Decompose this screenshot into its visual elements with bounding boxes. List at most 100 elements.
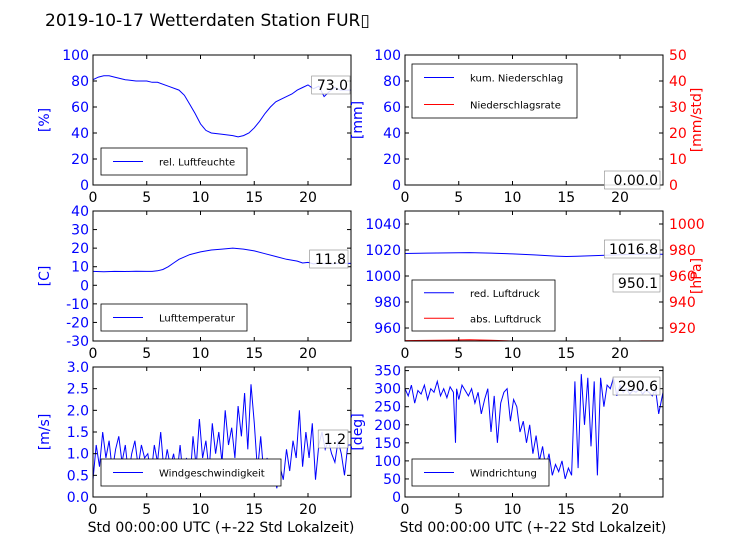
y-tick-label: 30	[71, 223, 89, 239]
value-annotation-box	[311, 75, 351, 95]
x-tick-label: 0	[401, 190, 410, 206]
y-tick-label: 3.0	[67, 360, 89, 376]
x-tick-label: 15	[557, 502, 575, 518]
legend: Lufttemperatur	[100, 303, 248, 332]
plot-frame	[404, 54, 664, 186]
y-tick-label: 2.5	[67, 382, 89, 398]
y-tick-label: 50	[383, 472, 401, 488]
chart-panel-1: 0 5 10 15 20 0 20 40 60 80 100 [%] rel. Luftfeuchte 7…	[37, 48, 352, 206]
y-tick-label: 80	[383, 74, 401, 90]
legend-label: Niederschlagsrate	[470, 101, 561, 112]
plot-frame	[404, 366, 664, 498]
y2-tick-label: 980	[669, 243, 696, 259]
value-annotation-box	[604, 170, 661, 190]
y-tick-label: 0	[80, 178, 89, 194]
x-tick-label: 10	[192, 190, 210, 206]
x-tick-label: 10	[504, 502, 522, 518]
y-tick-label: 0.0	[67, 490, 89, 506]
x-tick-label: 15	[557, 190, 575, 206]
y-tick-label: 1.5	[67, 425, 89, 441]
x-tick-label: 5	[454, 346, 463, 362]
plot-frame	[92, 54, 352, 186]
value-annotation-box	[309, 249, 349, 269]
x-tick-label: 0	[401, 502, 410, 518]
y2-axis-label: [hPa]	[689, 258, 705, 294]
y-tick-label: 980	[374, 295, 401, 311]
y-tick-label: -30	[66, 334, 89, 350]
y2-tick-label: 20	[669, 126, 687, 142]
value-annotation: 290.6	[618, 379, 658, 395]
x-tick-label: 10	[192, 502, 210, 518]
y-axis-label: [deg]	[350, 413, 366, 450]
legend-label: abs. Luftdruck	[470, 314, 541, 325]
series-line-2	[405, 339, 663, 341]
y-tick-label: 100	[62, 48, 89, 64]
y2-tick-label: 960	[669, 269, 696, 285]
y-tick-label: 20	[71, 241, 89, 257]
x-tick-label: 20	[611, 502, 629, 518]
x-tick-label: 0	[401, 346, 410, 362]
value-annotation: 950.1	[618, 276, 658, 292]
x-tick-label: 0	[89, 190, 98, 206]
y-tick-label: 0	[80, 278, 89, 294]
value-annotation: 11.8	[315, 252, 346, 268]
y2-axis-label: [mm/std]	[689, 88, 705, 153]
x-axis-label-right: Std 00:00:00 UTC (+-22 Std Lokalzeit)	[400, 520, 667, 536]
y2-tick-label: 1000	[669, 217, 705, 233]
y-axis-label: [%]	[37, 108, 53, 132]
legend-box	[411, 63, 578, 119]
y-tick-label: 350	[374, 364, 401, 380]
y-tick-label: 1040	[365, 217, 401, 233]
y-tick-label: 960	[374, 321, 401, 337]
y-tick-label: 0	[392, 490, 401, 506]
chart-panel-2: 0 5 10 15 20 0 20 40 60 80 100 0 10 20 30 40 50 [mm/std] […	[350, 48, 705, 206]
legend-label: kum. Niederschlag	[470, 74, 563, 85]
x-tick-label: 5	[142, 502, 151, 518]
y-tick-label: 100	[374, 48, 401, 64]
x-tick-label: 15	[245, 190, 263, 206]
y-tick-label: 40	[71, 204, 89, 220]
legend: kum. Niederschlag Niederschlagsrate	[411, 63, 578, 119]
y2-tick-label: 30	[669, 100, 687, 116]
y2-tick-label: 50	[669, 48, 687, 64]
y-tick-label: 80	[71, 74, 89, 90]
x-tick-label: 15	[557, 346, 575, 362]
y-tick-label: 20	[383, 152, 401, 168]
y2-tick-label: 10	[669, 152, 687, 168]
y2-tick-label: 0	[669, 178, 678, 194]
y-tick-label: -20	[66, 315, 89, 331]
y-tick-label: 40	[383, 126, 401, 142]
x-tick-label: 10	[192, 346, 210, 362]
plot-frame	[92, 210, 352, 342]
x-tick-label: 20	[299, 190, 317, 206]
x-axis-label-left: Std 00:00:00 UTC (+-22 Std Lokalzeit)	[88, 520, 355, 536]
value-annotation: 0.00.0	[613, 173, 658, 189]
chart-panel-6: 0 5 10 15 20050100150200250300350[deg]Windri…	[350, 364, 664, 518]
y-tick-label: 2.0	[67, 403, 89, 419]
legend-label: Windrichtung	[470, 469, 537, 480]
x-tick-label: 10	[504, 346, 522, 362]
legend-label: rel. Luftfeuchte	[159, 158, 235, 169]
y-tick-label: -10	[66, 297, 89, 313]
legend: rel. Luftfeuchte	[100, 147, 248, 176]
y-tick-label: 0.5	[67, 468, 89, 484]
value-annotation-box	[612, 376, 661, 396]
y-tick-label: 60	[383, 100, 401, 116]
y-tick-label: 60	[71, 100, 89, 116]
y-tick-label: 200	[374, 418, 401, 434]
x-tick-label: 0	[89, 502, 98, 518]
legend-label: Lufttemperatur	[159, 314, 236, 325]
y-axis-label: [C]	[37, 266, 53, 287]
x-tick-label: 20	[611, 190, 629, 206]
chart-panel-3: 0 5 10 15 20 -30 -20 -10 0 10 20 30 40 [C] Lufttempera…	[37, 204, 352, 362]
y2-tick-label: 940	[669, 295, 696, 311]
legend-box	[411, 279, 556, 332]
legend: Windgeschwindigkeit	[100, 458, 282, 487]
y-tick-label: 250	[374, 400, 401, 416]
legend-label: red. Luftdruck	[470, 289, 540, 300]
y-tick-label: 20	[71, 152, 89, 168]
series-line-1	[93, 75, 351, 138]
series-line-1	[93, 247, 351, 273]
